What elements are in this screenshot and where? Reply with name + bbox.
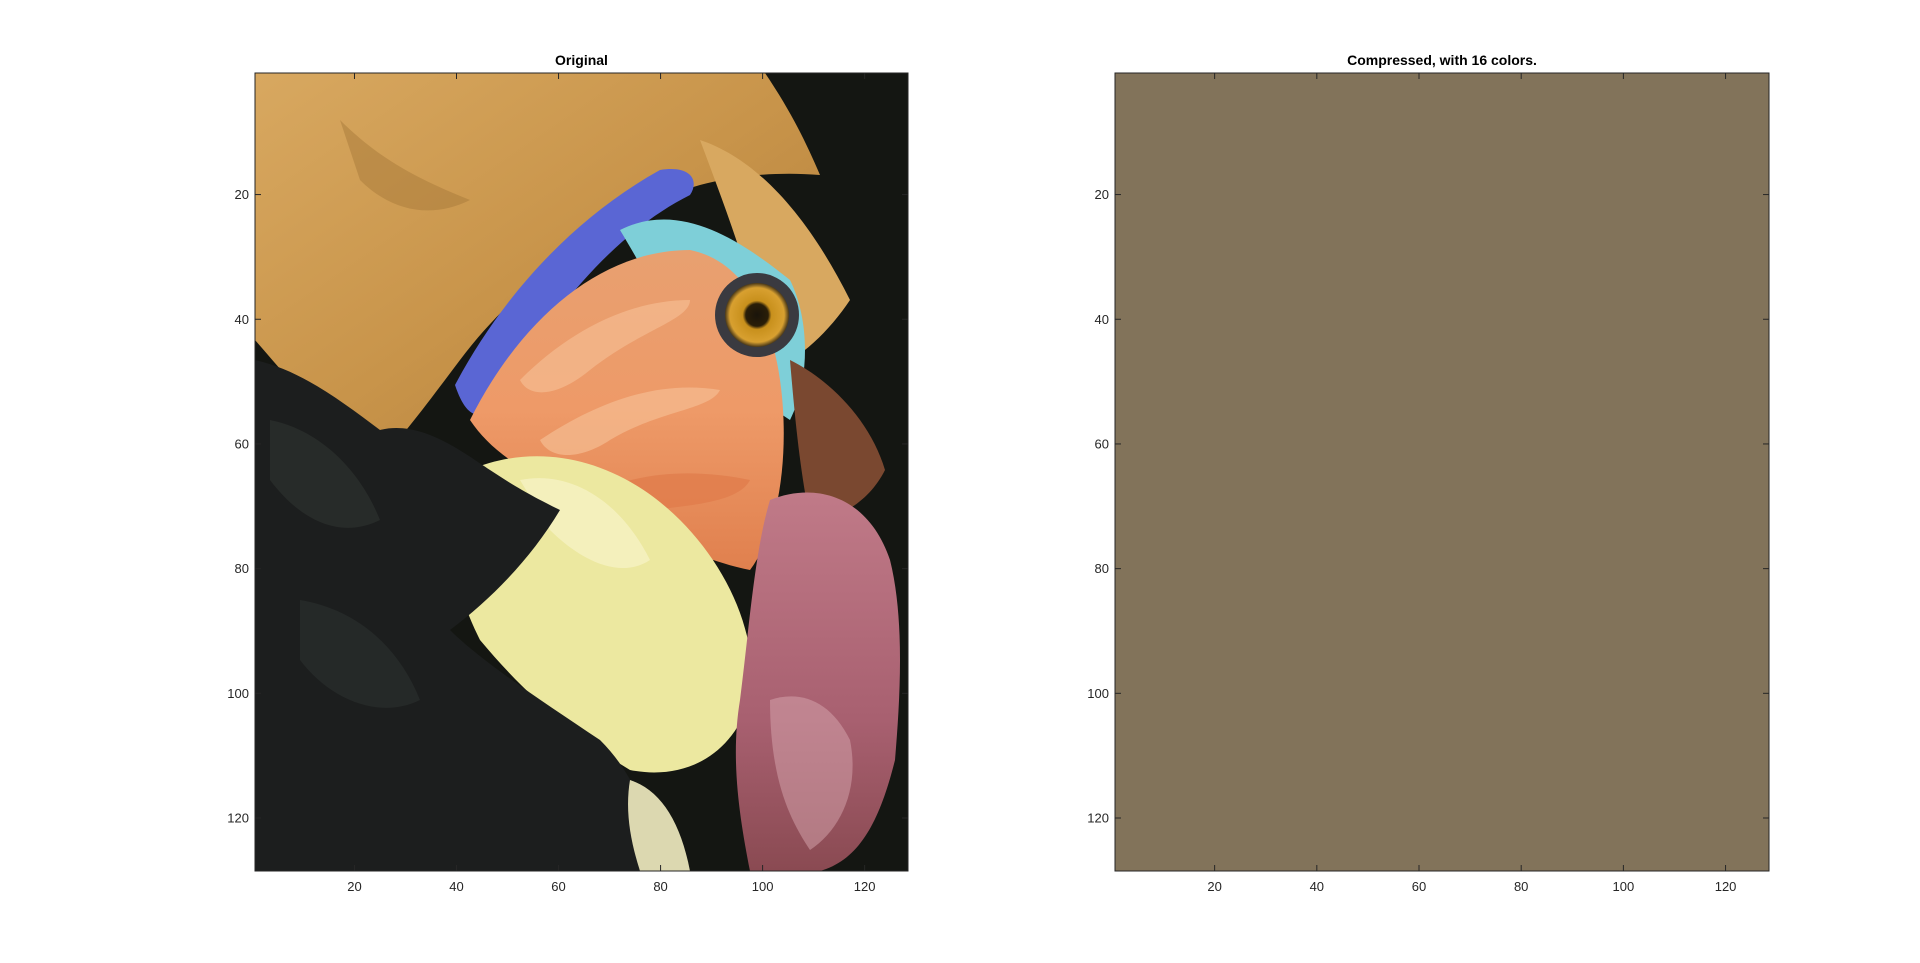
original-ytick-label: 20 — [235, 187, 249, 202]
original-xtick-label: 40 — [449, 879, 463, 894]
original-xtick-label: 120 — [854, 879, 876, 894]
compressed-xtick-label: 60 — [1412, 879, 1426, 894]
photo-feathers-black-shade — [270, 420, 380, 528]
compressed-ytick-label: 100 — [1087, 686, 1109, 701]
photo-pouch-texture — [770, 696, 853, 850]
photo-beak-tip — [628, 780, 690, 871]
compressed-xtick-label: 120 — [1715, 879, 1737, 894]
axes-original: Original — [227, 52, 909, 894]
original-ytick-label: 120 — [227, 811, 249, 826]
original-xtick-label: 20 — [347, 879, 361, 894]
axis-box-compressed — [1114, 72, 1770, 872]
compressed-ytick-label: 60 — [1095, 436, 1109, 451]
compressed-xtick-label: 40 — [1310, 879, 1324, 894]
compressed-ytick-label: 40 — [1095, 312, 1109, 327]
compressed-image — [1115, 73, 1769, 871]
original-ytick-label: 40 — [235, 312, 249, 327]
original-ytick-label: 100 — [227, 686, 249, 701]
photo-brown-patch — [790, 360, 885, 520]
original-ytick-label: 60 — [235, 436, 249, 451]
compressed-xtick-label: 80 — [1514, 879, 1528, 894]
photo-eye — [725, 283, 789, 347]
original-xtick-label: 60 — [551, 879, 565, 894]
chart-title-original: Original — [555, 52, 608, 68]
original-xtick-label: 100 — [752, 879, 774, 894]
original-photo — [255, 73, 908, 871]
compressed-xtick-label: 100 — [1613, 879, 1635, 894]
compressed-ytick-label: 80 — [1095, 561, 1109, 576]
photo-feathers-black-shade-2 — [300, 600, 420, 708]
ticks-original: 20 40 60 80 100 120 20 40 60 80 100 120 — [227, 73, 908, 894]
photo-plumage-upper-right — [700, 140, 850, 370]
compressed-ytick-label: 120 — [1087, 811, 1109, 826]
photo-beak-yellow-highlight — [520, 478, 650, 569]
photo-pouch — [735, 492, 900, 871]
photo-beak-stripe-2 — [540, 387, 720, 455]
chart-title-compressed: Compressed, with 16 colors. — [1347, 52, 1537, 68]
axis-box-original — [254, 72, 909, 872]
photo-plumage-streak — [340, 120, 470, 211]
photo-beak-stripe-1 — [520, 300, 690, 393]
original-ytick-label: 80 — [235, 561, 249, 576]
compressed-ytick-label: 20 — [1095, 187, 1109, 202]
compressed-xtick-label: 20 — [1207, 879, 1221, 894]
ticks-compressed: 20 40 60 80 100 120 20 40 60 80 100 120 — [1087, 73, 1769, 894]
original-xtick-label: 80 — [653, 879, 667, 894]
axes-compressed: Compressed, with 16 colors. 20 40 60 80 100 1… — [1087, 52, 1770, 894]
